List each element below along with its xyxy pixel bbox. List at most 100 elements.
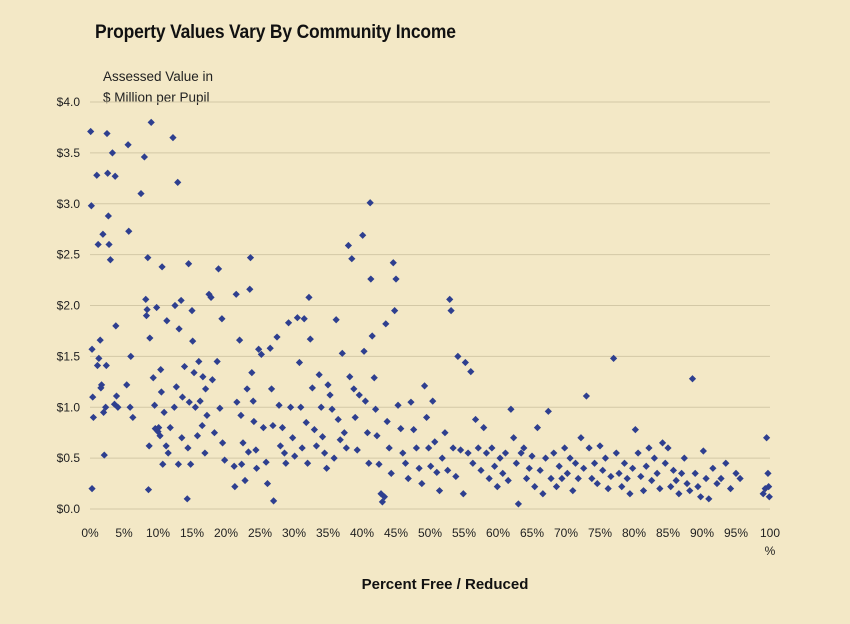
data-point <box>214 265 223 273</box>
data-point <box>686 487 694 495</box>
data-point <box>765 493 773 501</box>
data-point <box>761 485 769 493</box>
data-point <box>291 452 299 460</box>
data-point <box>102 403 110 411</box>
data-point <box>639 487 648 495</box>
data-point <box>157 366 165 374</box>
data-point <box>262 458 270 466</box>
data-point <box>531 483 539 491</box>
y-tick-label: $0.5 <box>57 451 81 465</box>
data-point <box>669 466 678 474</box>
x-tick-label: 40% <box>350 526 374 540</box>
data-point <box>330 454 338 462</box>
data-point <box>447 306 455 315</box>
data-point <box>196 397 204 405</box>
data-point <box>332 316 340 324</box>
data-point <box>653 469 661 477</box>
data-point <box>210 429 219 437</box>
data-point <box>533 424 542 432</box>
data-point <box>178 434 186 442</box>
data-point <box>348 255 356 263</box>
data-point <box>566 454 574 462</box>
data-point <box>144 254 152 262</box>
data-point <box>87 202 95 210</box>
x-axis-unit-label: % <box>765 544 776 558</box>
data-point <box>569 487 577 495</box>
data-point <box>280 449 289 457</box>
y-tick-label: $2.5 <box>57 248 81 262</box>
gridlines <box>90 101 770 510</box>
y-tick-label: $0.0 <box>57 502 81 516</box>
data-point <box>449 444 457 452</box>
data-point <box>103 129 111 138</box>
data-point <box>305 293 313 301</box>
data-point <box>137 189 145 198</box>
x-tick-label: 75% <box>588 526 612 540</box>
data-point <box>124 141 132 149</box>
y-tick-label: $1.0 <box>57 400 81 414</box>
data-point <box>112 392 121 400</box>
data-point <box>276 442 284 450</box>
data-point <box>389 259 397 267</box>
data-point <box>88 345 96 353</box>
data-point <box>201 449 209 457</box>
data-point <box>252 446 260 454</box>
data-point <box>105 240 113 249</box>
data-point <box>308 384 316 392</box>
data-point <box>457 446 465 454</box>
data-point <box>88 485 96 493</box>
data-point <box>514 500 522 508</box>
data-point <box>563 469 571 477</box>
data-point <box>312 442 321 450</box>
data-point <box>213 357 221 366</box>
data-point <box>375 460 383 468</box>
x-axis-label: Percent Free / Reduced <box>361 576 529 593</box>
data-point <box>266 344 274 352</box>
data-point <box>321 449 329 457</box>
data-point <box>366 199 374 207</box>
y-tick-label: $4.0 <box>57 95 81 109</box>
data-point <box>249 397 257 405</box>
data-point <box>89 393 97 401</box>
x-tick-label: 20% <box>214 526 238 540</box>
data-point <box>544 407 552 415</box>
data-point <box>216 404 224 412</box>
data-point <box>764 469 772 477</box>
data-point <box>287 403 295 411</box>
data-point <box>658 439 667 447</box>
data-point <box>350 385 358 393</box>
data-point <box>372 405 380 413</box>
data-point <box>185 260 193 268</box>
data-point <box>156 432 164 440</box>
data-point <box>499 469 507 477</box>
data-point <box>359 231 367 239</box>
data-point <box>550 449 558 457</box>
data-point <box>510 434 518 442</box>
data-point <box>169 134 177 142</box>
data-point <box>246 285 254 293</box>
data-point <box>717 474 725 483</box>
data-point <box>631 426 639 434</box>
data-point <box>637 472 645 481</box>
data-point <box>232 290 240 298</box>
data-point <box>353 446 361 454</box>
data-point <box>123 381 131 389</box>
data-point <box>482 449 491 457</box>
data-point <box>100 408 108 416</box>
x-tick-label: 55% <box>452 526 476 540</box>
x-tick-label: 15% <box>180 526 204 540</box>
data-point <box>267 385 276 393</box>
data-point <box>160 408 168 416</box>
data-point <box>94 240 102 249</box>
data-point <box>664 444 672 452</box>
data-point <box>431 438 439 446</box>
data-point <box>454 352 462 360</box>
data-point <box>328 405 336 413</box>
data-point <box>298 444 306 452</box>
data-point <box>346 373 354 381</box>
data-point <box>620 459 629 467</box>
data-point <box>351 413 359 422</box>
x-tick-label: 90% <box>690 526 714 540</box>
data-point <box>577 434 585 442</box>
data-point <box>709 464 717 472</box>
